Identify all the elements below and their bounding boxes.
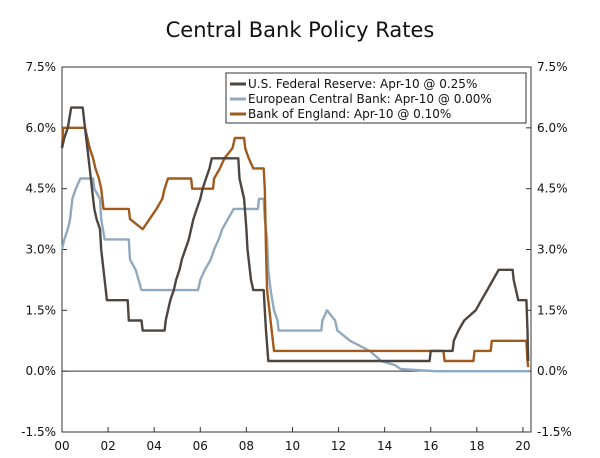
x-tick-label: 08 xyxy=(239,439,254,453)
y-tick-label-left: 6.0% xyxy=(26,121,57,135)
legend-label-2: Bank of England: Apr-10 @ 0.10% xyxy=(248,107,451,121)
x-tick-label: 10 xyxy=(285,439,300,453)
series-lines xyxy=(60,106,530,373)
y-tick-label-right: 0.0% xyxy=(537,364,568,378)
y-tick-label-left: 1.5% xyxy=(26,303,57,317)
chart-title: Central Bank Policy Rates xyxy=(165,18,435,42)
x-tick-label: 04 xyxy=(147,439,162,453)
y-tick-label-right: 6.0% xyxy=(537,121,568,135)
legend-box xyxy=(225,72,527,124)
y-tick-label-left: 4.5% xyxy=(26,182,57,196)
y-tick-label-left: -1.5% xyxy=(21,425,56,439)
series-line-2 xyxy=(60,126,530,368)
y-tick-label-right: 1.5% xyxy=(537,303,568,317)
x-tick-label: 02 xyxy=(100,439,115,453)
legend-label-0: U.S. Federal Reserve: Apr-10 @ 0.25% xyxy=(248,77,477,91)
x-tick-label: 12 xyxy=(331,439,346,453)
y-tick-label-right: -1.5% xyxy=(537,425,572,439)
series-line-1 xyxy=(60,177,530,373)
y-tick-label-right: 3.0% xyxy=(537,243,568,257)
series-line-0 xyxy=(60,106,530,363)
y-tick-label-right: 7.5% xyxy=(537,60,568,74)
y-axis: -1.5% -1.5% 0.0% 0.0% 1.5% 1.5% 3.0% 3.0% 4.5% 4.… xyxy=(21,60,572,439)
y-tick-label-right: 4.5% xyxy=(537,182,568,196)
x-tick-label: 14 xyxy=(377,439,392,453)
y-tick-label-left: 7.5% xyxy=(26,60,57,74)
x-tick-label: 20 xyxy=(515,439,530,453)
x-tick-label: 16 xyxy=(423,439,438,453)
y-tick-label-left: 3.0% xyxy=(26,243,57,257)
y-tick-label-left: 0.0% xyxy=(26,364,57,378)
legend-label-1: European Central Bank: Apr-10 @ 0.00% xyxy=(248,92,492,106)
x-tick-label: 18 xyxy=(469,439,484,453)
legend: U.S. Federal Reserve: Apr-10 @ 0.25%Euro… xyxy=(225,72,527,124)
x-axis: 00 02 04 06 08 10 12 14 16 18 20 xyxy=(54,427,531,453)
x-tick-label: 00 xyxy=(54,439,69,453)
x-tick-label: 06 xyxy=(193,439,208,453)
